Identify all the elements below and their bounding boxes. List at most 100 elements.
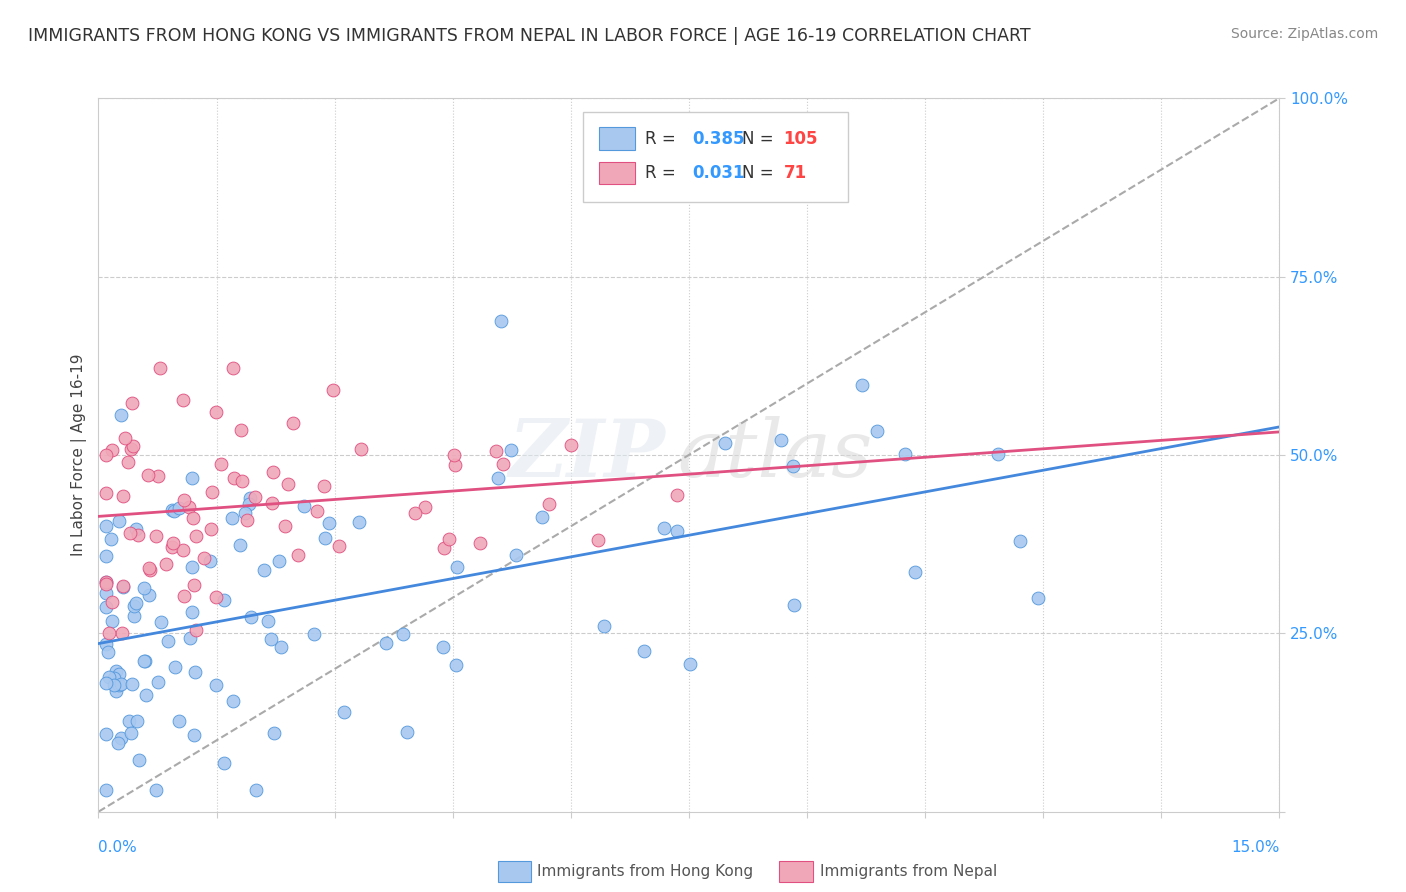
Point	[96, 486, 118, 500]
Point	[205, 677, 228, 691]
Text: 0.031: 0.031	[693, 164, 745, 182]
Point	[96, 519, 118, 533]
Point	[96, 676, 118, 690]
Point	[209, 457, 232, 471]
Point	[97, 670, 120, 684]
Point	[148, 469, 170, 483]
Point	[124, 596, 146, 610]
Point	[283, 416, 305, 430]
Point	[200, 522, 222, 536]
Point	[179, 500, 201, 514]
Point	[104, 664, 127, 678]
Point	[96, 726, 118, 740]
Point	[149, 615, 172, 630]
Point	[118, 526, 141, 541]
Point	[96, 574, 118, 589]
Point	[633, 644, 655, 658]
Point	[96, 577, 118, 591]
Point	[124, 522, 146, 536]
Point	[183, 577, 205, 591]
Point	[205, 405, 228, 419]
Point	[233, 506, 256, 520]
Point	[120, 726, 142, 740]
Text: R =: R =	[645, 164, 676, 182]
Point	[184, 623, 207, 637]
Point	[120, 442, 142, 456]
Point	[134, 654, 156, 668]
Point	[231, 475, 253, 489]
Point	[245, 783, 267, 797]
Point	[107, 736, 129, 750]
Point	[314, 531, 336, 545]
Point	[110, 408, 132, 422]
Point	[499, 442, 522, 457]
Point	[904, 566, 927, 580]
Text: 15.0%: 15.0%	[1232, 840, 1279, 855]
Point	[349, 515, 371, 529]
Point	[149, 360, 172, 375]
Point	[172, 543, 194, 558]
Point	[486, 471, 509, 485]
Point	[260, 496, 283, 510]
Point	[783, 598, 806, 612]
Point	[104, 684, 127, 698]
Point	[121, 677, 143, 691]
FancyBboxPatch shape	[582, 112, 848, 202]
Point	[240, 610, 263, 624]
Point	[111, 581, 134, 595]
Point	[404, 506, 426, 520]
Point	[444, 458, 467, 473]
Point	[652, 521, 675, 535]
Point	[413, 500, 436, 515]
FancyBboxPatch shape	[599, 161, 634, 185]
Point	[238, 497, 260, 511]
Point	[318, 516, 340, 530]
Text: 0.0%: 0.0%	[98, 840, 138, 855]
Point	[138, 560, 160, 574]
Point	[135, 688, 157, 702]
Point	[108, 515, 131, 529]
Point	[173, 590, 195, 604]
Point	[782, 459, 804, 474]
Point	[987, 447, 1010, 461]
Point	[333, 706, 356, 720]
Point	[485, 443, 508, 458]
Point	[432, 640, 454, 654]
Point	[274, 518, 297, 533]
Point	[312, 479, 335, 493]
Point	[114, 432, 136, 446]
Point	[96, 448, 118, 462]
Point	[146, 675, 169, 690]
Point	[350, 442, 373, 456]
Point	[167, 714, 190, 728]
Text: IMMIGRANTS FROM HONG KONG VS IMMIGRANTS FROM NEPAL IN LABOR FORCE | AGE 16-19 CO: IMMIGRANTS FROM HONG KONG VS IMMIGRANTS …	[28, 27, 1031, 45]
Point	[270, 640, 292, 654]
Point	[322, 384, 344, 398]
Point	[125, 714, 148, 729]
Point	[443, 448, 465, 462]
Text: ZIP: ZIP	[509, 417, 665, 493]
Text: Immigrants from Nepal: Immigrants from Nepal	[820, 864, 997, 879]
Point	[96, 599, 118, 614]
Y-axis label: In Labor Force | Age 16-19: In Labor Force | Age 16-19	[72, 353, 87, 557]
Text: Immigrants from Hong Kong: Immigrants from Hong Kong	[537, 864, 754, 879]
Point	[145, 529, 167, 543]
Text: N =: N =	[742, 164, 773, 182]
Point	[894, 447, 917, 461]
Point	[260, 632, 283, 647]
Point	[100, 595, 122, 609]
Point	[179, 631, 201, 645]
Point	[180, 560, 202, 574]
Point	[222, 361, 245, 376]
Point	[292, 500, 315, 514]
Text: 0.385: 0.385	[693, 130, 745, 148]
Point	[492, 457, 515, 471]
Point	[180, 471, 202, 485]
Point	[112, 579, 135, 593]
Point	[121, 396, 143, 410]
Point	[103, 672, 125, 686]
Point	[122, 599, 145, 613]
Point	[132, 582, 155, 596]
Point	[181, 605, 204, 619]
Point	[169, 501, 191, 516]
